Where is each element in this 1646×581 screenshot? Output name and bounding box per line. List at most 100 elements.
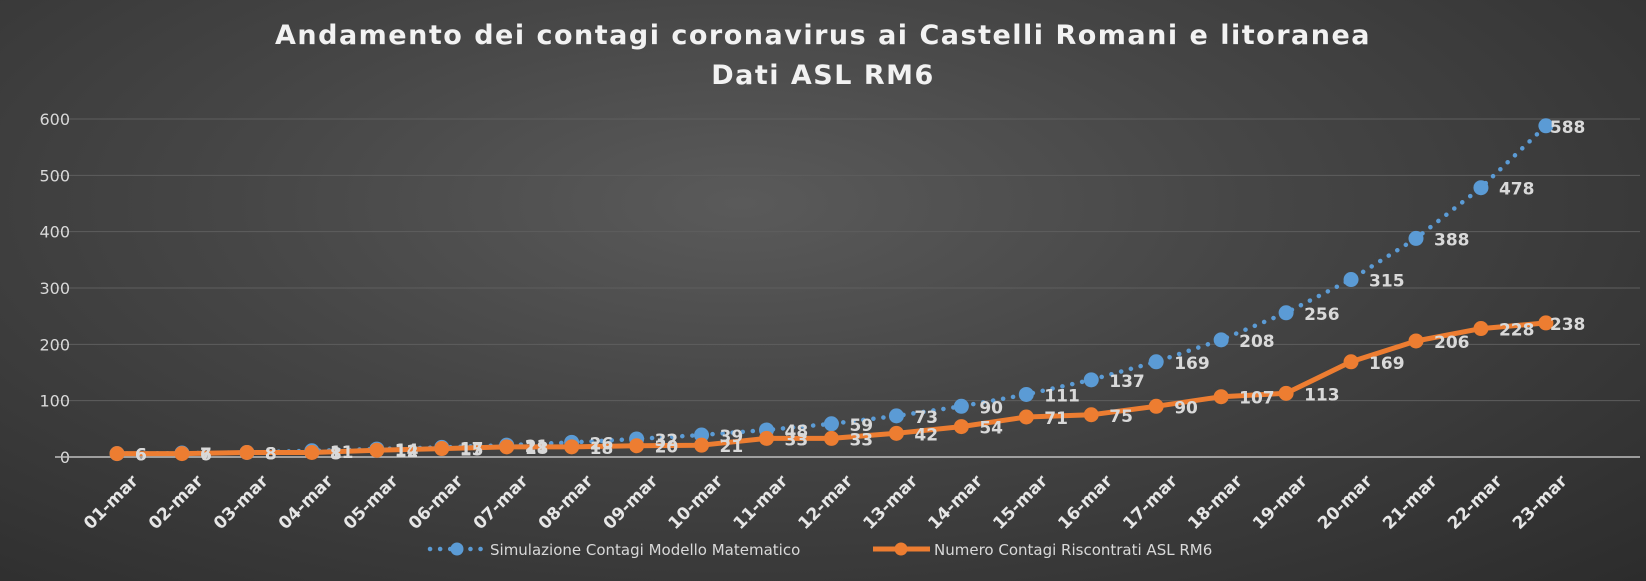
- data-point-simulazione: [1148, 354, 1164, 370]
- data-label-contagi: 206: [1434, 333, 1470, 353]
- data-label-contagi: 71: [1044, 409, 1068, 429]
- x-tick-label: 08-mar: [535, 471, 598, 534]
- x-tick-label: 20-mar: [1314, 471, 1377, 534]
- data-label-simulazione: 73: [914, 408, 938, 428]
- data-point-contagi: [759, 430, 774, 446]
- data-label-simulazione: 39: [720, 427, 744, 447]
- data-point-simulazione: [1473, 180, 1489, 196]
- data-label-contagi: 33: [785, 430, 809, 450]
- x-tick-label: 03-mar: [210, 471, 273, 534]
- data-label-contagi: 54: [979, 419, 1003, 439]
- data-label-simulazione: 17: [460, 439, 484, 459]
- data-label-simulazione: 388: [1434, 230, 1470, 250]
- data-label-simulazione: 208: [1239, 332, 1275, 352]
- x-tick-label: 19-mar: [1249, 471, 1312, 534]
- chart-title: Andamento dei contagi coronavirus ai Cas…: [275, 20, 1371, 51]
- x-tick-label: 21-mar: [1379, 471, 1442, 534]
- data-point-contagi: [888, 425, 904, 441]
- x-tick-label: 01-mar: [80, 471, 143, 534]
- x-tick-label: 09-mar: [600, 471, 663, 534]
- data-label-simulazione: 26: [590, 434, 614, 454]
- data-point-contagi: [239, 444, 255, 460]
- data-point-simulazione: [1538, 118, 1554, 134]
- data-label-simulazione: 315: [1369, 272, 1405, 292]
- legend-label-contagi: Numero Contagi Riscontrati ASL RM6: [934, 541, 1212, 559]
- data-point-simulazione: [1278, 305, 1294, 321]
- data-point-contagi: [953, 419, 969, 435]
- data-label-contagi: 107: [1239, 389, 1275, 409]
- data-label-simulazione: 11: [330, 443, 354, 463]
- data-point-simulazione: [953, 398, 969, 414]
- data-point-contagi: [1538, 315, 1554, 331]
- data-point-contagi: [1278, 385, 1294, 401]
- y-tick-label: 300: [39, 279, 70, 298]
- data-label-simulazione: 8: [265, 444, 277, 464]
- data-label-simulazione: 32: [655, 431, 679, 451]
- data-label-simulazione: 14: [395, 441, 419, 461]
- data-point-contagi: [1408, 333, 1424, 349]
- data-label-simulazione: 588: [1550, 118, 1586, 138]
- data-point-contagi: [109, 446, 125, 462]
- data-label-contagi: 33: [849, 430, 873, 450]
- legend: Simulazione Contagi Modello Matematico Nu…: [427, 541, 1212, 559]
- data-point-contagi: [1473, 321, 1489, 337]
- x-tick-label: 04-mar: [275, 471, 338, 534]
- x-tick-label: 16-mar: [1054, 471, 1117, 534]
- data-label-contagi: 169: [1369, 354, 1405, 374]
- data-label-contagi: 12: [395, 442, 419, 462]
- x-tick-label: 23-mar: [1509, 471, 1572, 534]
- data-point-contagi: [823, 430, 839, 446]
- data-label-contagi: 18: [590, 439, 614, 459]
- y-tick-label: 600: [39, 110, 70, 129]
- data-label-contagi: 8: [265, 444, 277, 464]
- data-label-simulazione: 137: [1109, 372, 1145, 392]
- data-label-simulazione: 256: [1304, 305, 1340, 325]
- data-point-simulazione: [823, 416, 839, 432]
- data-label-simulazione: 6: [135, 446, 147, 466]
- data-point-contagi: [434, 441, 450, 457]
- data-label-simulazione: 111: [1044, 386, 1080, 406]
- data-label-contagi: 15: [460, 441, 484, 461]
- data-point-contagi: [1148, 398, 1164, 414]
- chart-subtitle: Dati ASL RM6: [711, 60, 935, 91]
- data-point-contagi: [694, 437, 710, 453]
- data-label-contagi: 90: [1174, 398, 1198, 418]
- data-label-contagi: 42: [914, 425, 938, 445]
- data-label-contagi: 8: [330, 444, 342, 464]
- data-label-simulazione: 90: [979, 398, 1003, 418]
- data-label-simulazione: 59: [849, 416, 873, 436]
- x-tick-label: 07-mar: [470, 471, 533, 534]
- legend-marker-contagi: [894, 542, 908, 556]
- data-point-simulazione: [1083, 372, 1099, 388]
- data-point-contagi: [174, 446, 190, 462]
- x-tick-label: 18-mar: [1184, 471, 1247, 534]
- legend-label-simulazione: Simulazione Contagi Modello Matematico: [490, 541, 800, 559]
- x-tick-label: 14-mar: [924, 471, 987, 534]
- data-label-simulazione: 21: [525, 437, 549, 457]
- data-point-simulazione: [1018, 386, 1034, 402]
- data-point-contagi: [1343, 354, 1359, 370]
- x-tick-label: 05-mar: [340, 471, 403, 534]
- data-point-contagi: [1018, 409, 1034, 425]
- y-tick-label: 400: [39, 223, 70, 242]
- y-tick-label: 200: [39, 335, 70, 354]
- data-label-contagi: 113: [1304, 385, 1340, 405]
- x-tick-label: 10-mar: [665, 471, 728, 534]
- data-point-contagi: [1213, 389, 1229, 405]
- data-point-simulazione: [1213, 332, 1229, 348]
- data-point-contagi: [499, 439, 515, 455]
- x-tick-label: 13-mar: [860, 471, 923, 534]
- data-point-contagi: [564, 439, 580, 455]
- x-tick-label: 02-mar: [145, 471, 208, 534]
- data-label-simulazione: 7: [200, 445, 212, 465]
- x-tick-label: 06-mar: [405, 471, 468, 534]
- data-label-contagi: 238: [1550, 315, 1586, 335]
- data-point-contagi: [629, 438, 645, 454]
- x-tick-label: 17-mar: [1119, 471, 1182, 534]
- x-tick-label: 11-mar: [730, 471, 793, 534]
- x-tick-label: 22-mar: [1444, 471, 1507, 534]
- data-point-simulazione: [1343, 272, 1359, 288]
- x-tick-label: 12-mar: [795, 471, 858, 534]
